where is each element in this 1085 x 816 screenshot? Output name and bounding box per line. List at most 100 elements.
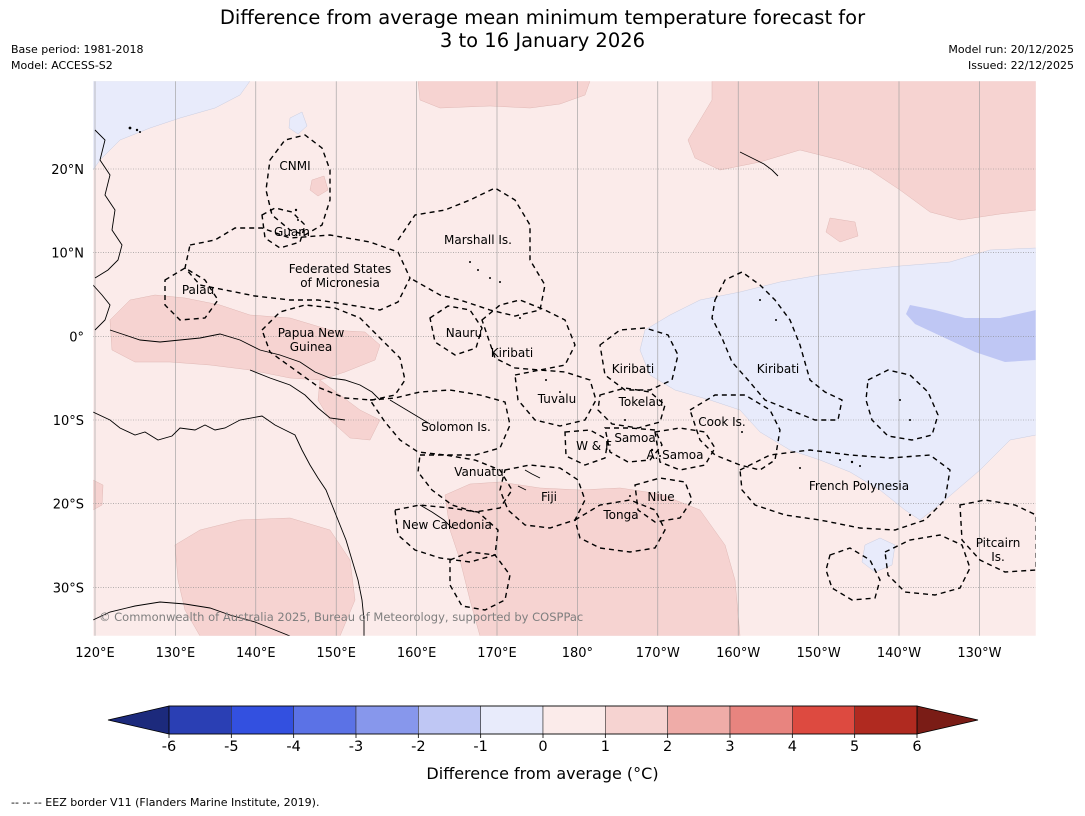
eez-nauru <box>429 305 483 356</box>
figure-title: Difference from average mean minimum tem… <box>0 6 1085 52</box>
eez-niue <box>634 477 693 523</box>
region-label: Kiribati <box>757 362 799 376</box>
island-dot <box>545 379 547 381</box>
region-label: Niue <box>647 490 674 504</box>
island-dot <box>859 465 861 467</box>
latitude-tick-label: 0° <box>69 330 84 345</box>
eez-kiribati-line <box>865 369 939 441</box>
region-label-line: Cook Is. <box>698 415 745 429</box>
eez-american-samoa <box>654 427 716 471</box>
region-label: Pitcairn Is. <box>976 536 1021 564</box>
warm-patch-hawaii-south <box>825 217 859 243</box>
region-labels: CNMI Guam Marshall Is. Federated States of M… <box>182 159 1020 564</box>
colorbar-tick-label: 2 <box>663 739 672 755</box>
region-label-line: Nauru <box>446 326 482 340</box>
region-label-line: Solomon Is. <box>421 420 491 434</box>
fiji-islands <box>517 469 541 491</box>
eez-tonga <box>574 499 666 553</box>
region-label: Tonga <box>602 508 638 522</box>
island-dot <box>128 126 132 130</box>
colorbar-tick-label: -6 <box>162 739 176 755</box>
latitude-tick-label: 20°N <box>51 163 84 178</box>
colorbar-bin <box>418 705 481 735</box>
warm-patch-fiji-tonga <box>444 481 741 636</box>
region-label: Cook Is. <box>698 415 745 429</box>
australia-coastline <box>93 411 365 636</box>
meta-right: Model run: 20/12/2025 Issued: 22/12/2025 <box>948 42 1074 74</box>
colorbar-tick-label: 4 <box>788 739 797 755</box>
colorbar-bin <box>792 705 855 735</box>
region-label: Tuvalu <box>537 392 577 406</box>
region-label: A. Samoa <box>647 448 704 462</box>
region-label: CNMI <box>279 159 310 173</box>
colorbar-bin <box>480 705 544 735</box>
region-label-line: Kiribati <box>491 346 533 360</box>
cool-patch-small <box>288 111 308 135</box>
region-label-line: A. Samoa <box>647 448 704 462</box>
solomon-islands <box>389 399 431 425</box>
island-dot <box>477 269 479 271</box>
latitude-tick-label: 20°S <box>53 498 84 513</box>
region-label: French Polynesia <box>809 479 909 493</box>
longitude-tick-label: 180° <box>562 646 593 661</box>
colorbar-tick-label: -5 <box>224 739 238 755</box>
colorbar-bin <box>667 705 731 735</box>
region-label: Papua New Guinea <box>278 326 345 354</box>
colorbar-title: Difference from average (°C) <box>426 764 659 783</box>
colorbar-under-arrow <box>107 705 170 735</box>
australia-south-coast <box>93 601 291 636</box>
colorbar-bin <box>605 705 668 735</box>
eez-norfolk <box>449 551 511 611</box>
region-label: New Caledonia <box>402 518 492 532</box>
longitude-tick-label: 170°W <box>636 646 680 661</box>
region-label-line: New Caledonia <box>402 518 492 532</box>
longitude-tick-label: 130°W <box>957 646 1001 661</box>
region-label-line: Tokelau <box>618 395 664 409</box>
colorbar-bin <box>355 705 419 735</box>
eez-fsm <box>184 227 411 311</box>
colorbar-tick-label: -4 <box>286 739 300 755</box>
warm-patch-coral-sea <box>317 379 381 441</box>
island-dot <box>741 431 743 433</box>
issued-date: Issued: 22/12/2025 <box>967 59 1074 72</box>
region-label-line: French Polynesia <box>809 479 909 493</box>
island-dot <box>909 514 911 516</box>
region-label-line: Is. <box>991 550 1005 564</box>
colorbar-bin <box>168 705 232 735</box>
island-dot <box>759 299 761 301</box>
island-dot <box>775 319 777 321</box>
colorbar-bin <box>231 705 294 735</box>
colorbar-tick-label: -2 <box>411 739 425 755</box>
island-dot <box>499 281 501 283</box>
longitude-tick-label: 170°E <box>477 646 517 661</box>
region-label-line: Guinea <box>290 340 333 354</box>
longitude-tick-label: 140°W <box>877 646 921 661</box>
region-label: Palau <box>182 283 214 297</box>
region-label-line: Palau <box>182 283 214 297</box>
latitude-tick-label: 30°S <box>53 581 84 596</box>
island-dots <box>128 126 911 516</box>
region-label: W & F <box>576 439 612 453</box>
island-dot <box>559 391 561 393</box>
island-dot <box>519 317 521 319</box>
region-label: Vanuatu <box>454 465 504 479</box>
longitude-tick-label: 150°E <box>316 646 356 661</box>
island-dot <box>469 261 471 263</box>
region-label: Kiribati <box>612 362 654 376</box>
warm-patch-png <box>109 294 381 381</box>
colorbar: -6 -5 -4 -3 -2 -1 0 1 2 3 4 5 6 <box>107 705 979 755</box>
island-dot <box>139 131 141 133</box>
colorbar-tick-label: -1 <box>473 739 487 755</box>
eez-kiribati-east <box>711 271 843 421</box>
philippines <box>94 129 123 279</box>
warm-anomaly-areas <box>93 81 1036 636</box>
eez-kiribati-central <box>599 327 679 391</box>
warm-patch-guam <box>309 175 329 197</box>
colorbar-tick-label: -3 <box>349 739 363 755</box>
island-dot <box>909 419 911 421</box>
new-caledonia <box>419 504 453 529</box>
island-dot <box>624 419 626 421</box>
warm-patch-north-central <box>417 81 591 109</box>
latitude-tick-label: 10°S <box>53 414 84 429</box>
region-label-line: Samoa <box>614 431 655 445</box>
